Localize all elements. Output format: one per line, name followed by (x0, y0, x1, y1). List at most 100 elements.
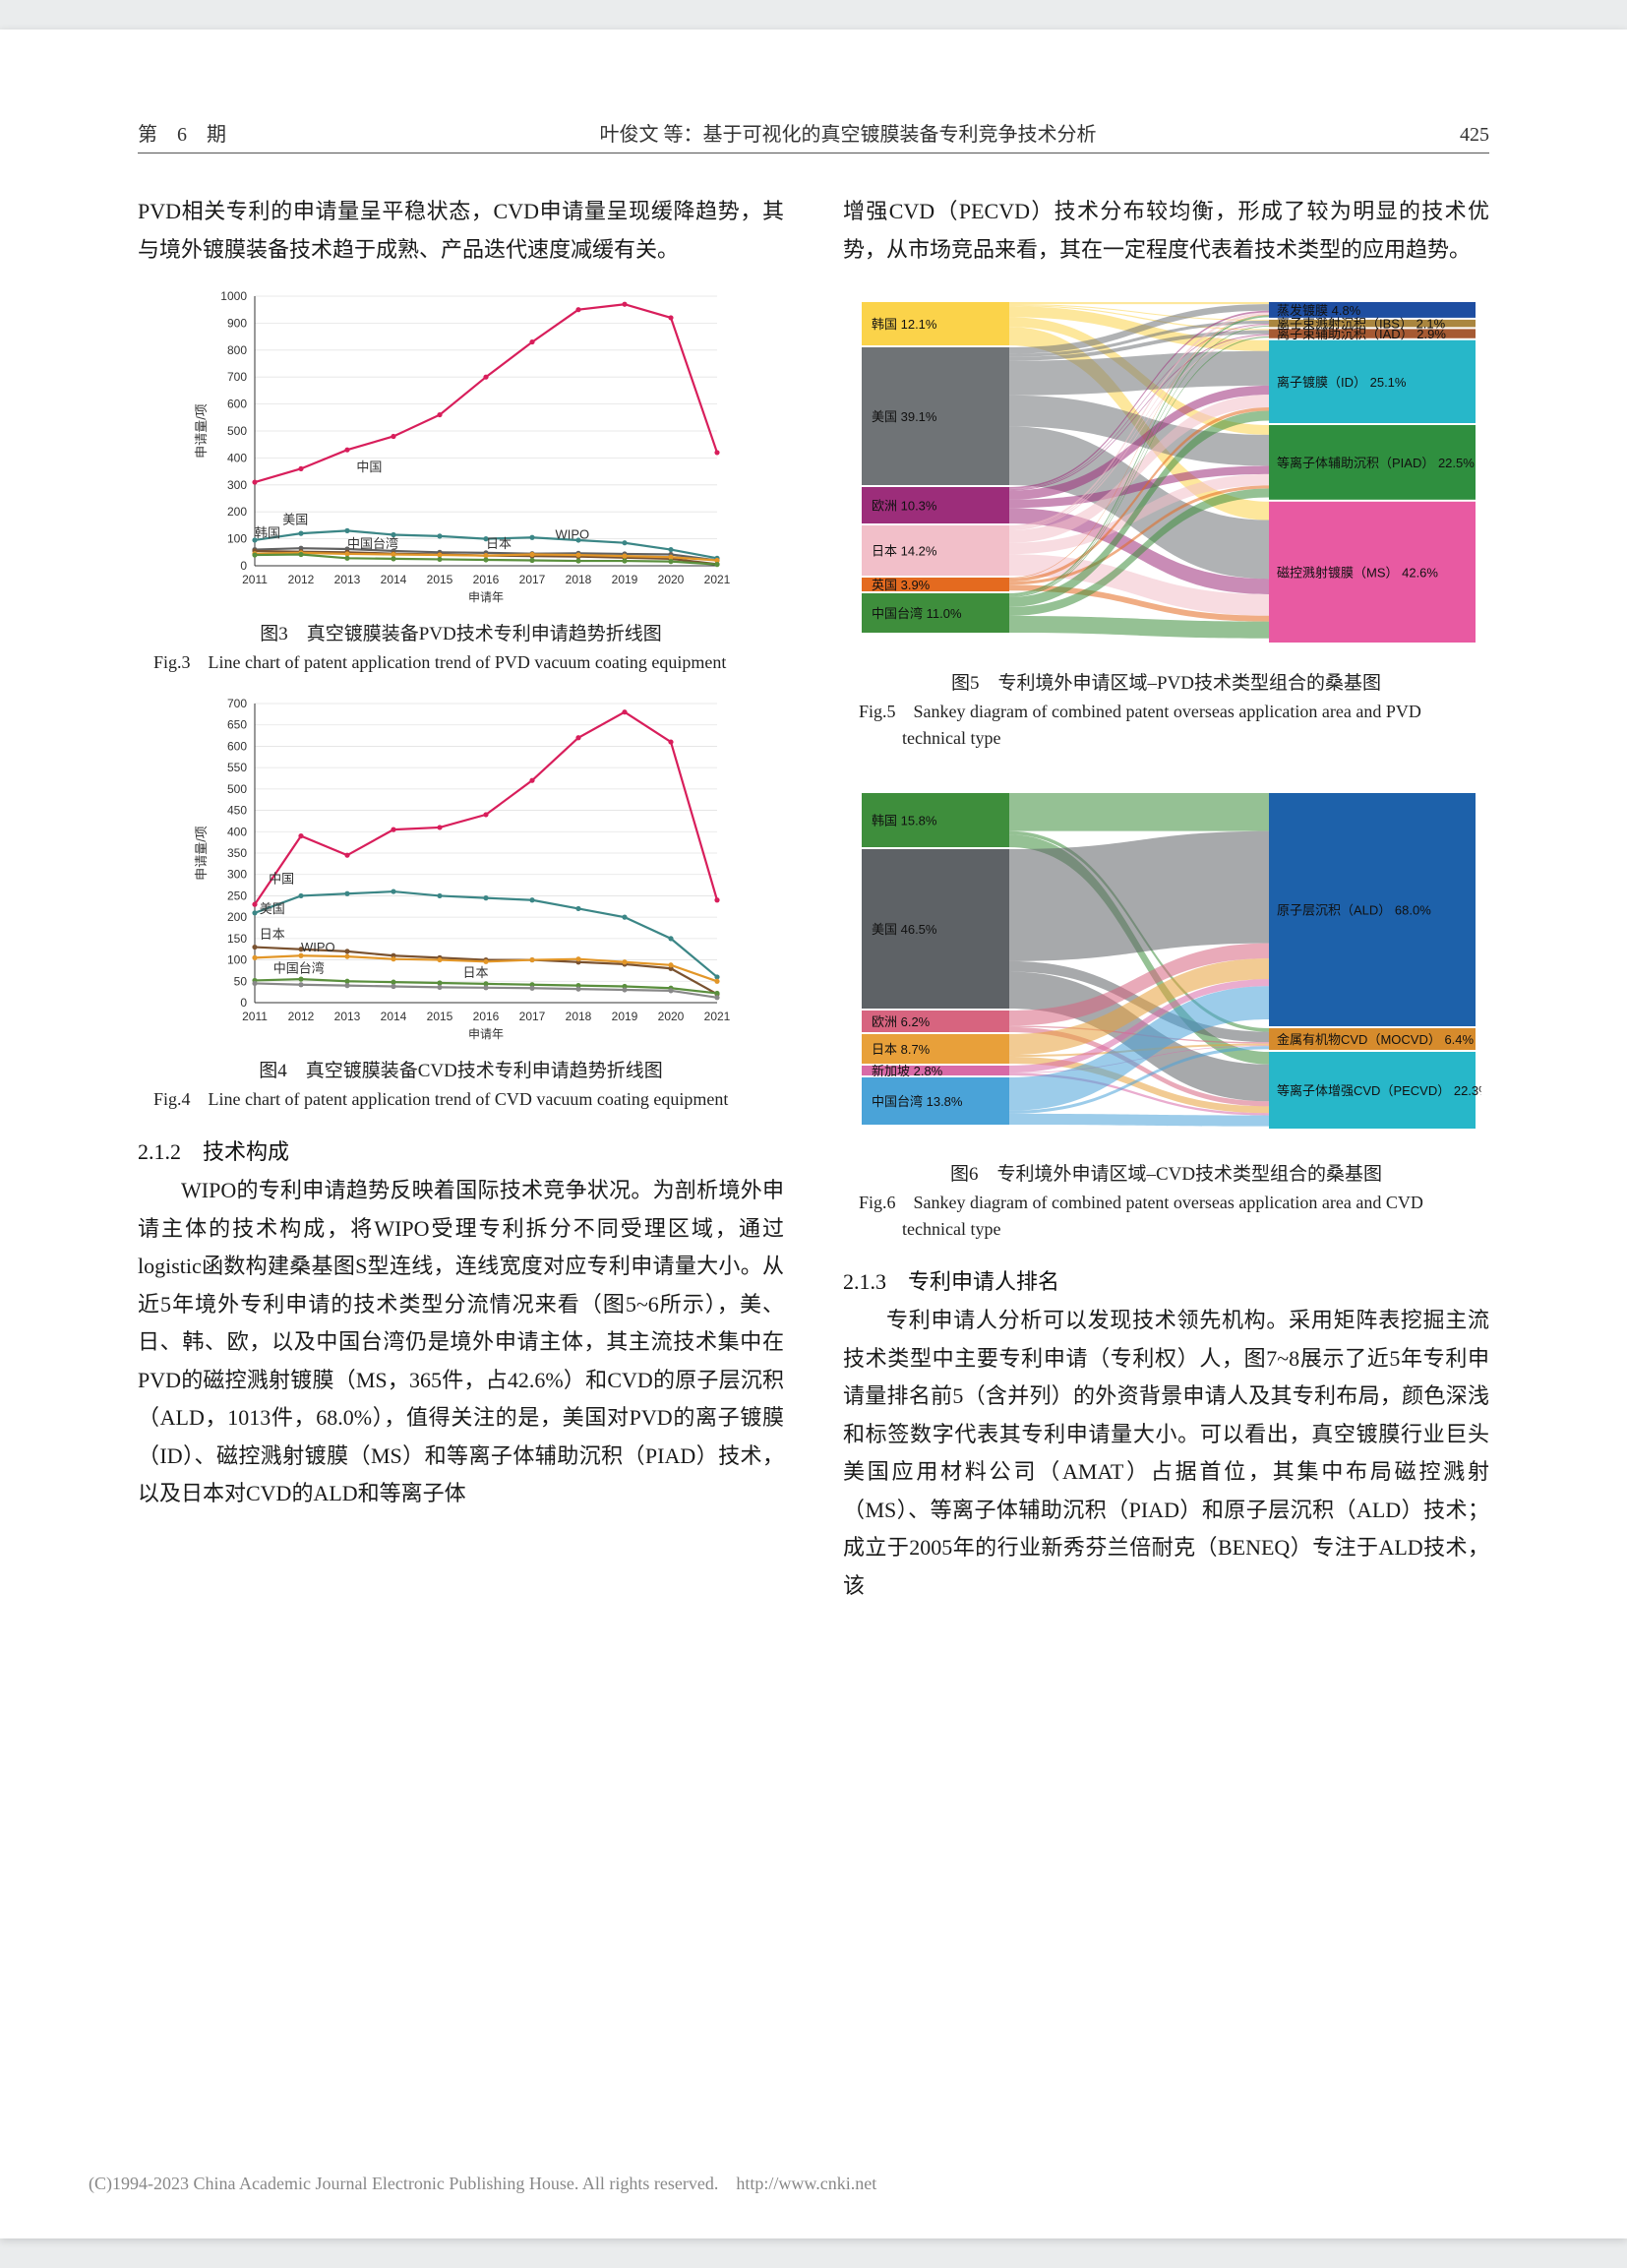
svg-text:申请量/项: 申请量/项 (194, 826, 209, 881)
header-title: 叶俊文 等：基于可视化的真空镀膜装备专利竞争技术分析 (600, 118, 1097, 147)
svg-text:100: 100 (226, 953, 246, 967)
svg-text:离子镀膜（ID） 25.1%: 离子镀膜（ID） 25.1% (1277, 375, 1407, 390)
svg-text:中国台湾: 中国台湾 (347, 536, 398, 551)
svg-text:2011: 2011 (242, 573, 268, 586)
svg-text:500: 500 (226, 424, 246, 438)
section-2-1-3-title: 2.1.3 专利申请人排名 (843, 1264, 1489, 1296)
fig5-caption-en: Fig.5 Sankey diagram of combined patent … (843, 699, 1489, 752)
right-column: 增强CVD（PECVD）技术分布较均衡，形成了较为明显的技术优势，从市场竞品来看… (843, 193, 1489, 1605)
svg-text:日本 8.7%: 日本 8.7% (872, 1042, 931, 1057)
svg-text:离子束辅助沉积（IAD） 2.9%: 离子束辅助沉积（IAD） 2.9% (1277, 327, 1446, 341)
right-para-2: 专利申请人分析可以发现技术领先机构。采用矩阵表挖掘主流技术类型中主要专利申请（专… (843, 1302, 1489, 1605)
svg-text:300: 300 (226, 478, 246, 492)
svg-text:欧洲 6.2%: 欧洲 6.2% (872, 1014, 931, 1029)
svg-text:日本 14.2%: 日本 14.2% (872, 544, 937, 559)
page: 第 6 期 叶俊文 等：基于可视化的真空镀膜装备专利竞争技术分析 425 PVD… (0, 30, 1627, 2238)
svg-text:日本: 日本 (259, 927, 284, 942)
two-column-body: PVD相关专利的申请量呈平稳状态，CVD申请量呈现缓降趋势，其与境外镀膜装备技术… (138, 193, 1489, 1605)
svg-text:韩国 15.8%: 韩国 15.8% (872, 814, 937, 828)
svg-text:350: 350 (226, 846, 246, 860)
svg-text:700: 700 (226, 370, 246, 384)
fig3-caption-en: Fig.3 Line chart of patent application t… (138, 649, 784, 676)
fig6-caption-en: Fig.6 Sankey diagram of combined patent … (843, 1190, 1489, 1243)
fig3-caption-zh: 图3 真空镀膜装备PVD技术专利申请趋势折线图 (138, 619, 784, 645)
svg-text:2014: 2014 (380, 1010, 406, 1023)
svg-text:2011: 2011 (242, 1010, 268, 1023)
svg-text:2013: 2013 (333, 1010, 360, 1023)
svg-text:50: 50 (233, 974, 247, 988)
running-header: 第 6 期 叶俊文 等：基于可视化的真空镀膜装备专利竞争技术分析 425 (138, 118, 1489, 153)
svg-text:900: 900 (226, 316, 246, 330)
svg-text:美国 39.1%: 美国 39.1% (872, 409, 937, 424)
svg-text:美国 46.5%: 美国 46.5% (872, 922, 937, 937)
svg-text:中国台湾 13.8%: 中国台湾 13.8% (872, 1094, 963, 1109)
svg-text:日本: 日本 (486, 536, 512, 551)
svg-text:600: 600 (226, 739, 246, 753)
svg-text:申请年: 申请年 (467, 590, 503, 604)
svg-text:原子层沉积（ALD） 68.0%: 原子层沉积（ALD） 68.0% (1277, 903, 1431, 918)
svg-text:韩国 12.1%: 韩国 12.1% (872, 317, 937, 332)
svg-text:中国: 中国 (269, 871, 294, 886)
svg-text:650: 650 (226, 718, 246, 732)
svg-text:2016: 2016 (472, 1010, 499, 1023)
svg-text:150: 150 (226, 932, 246, 946)
fig5-sankey: 韩国 12.1% 美国 39.1% 欧洲 10.3% 日本 14.2% 英国 3.9% 中… (852, 296, 1481, 660)
svg-text:450: 450 (226, 804, 246, 818)
svg-text:2015: 2015 (426, 573, 452, 586)
svg-text:250: 250 (226, 889, 246, 902)
svg-text:WIPO: WIPO (555, 527, 589, 542)
svg-text:800: 800 (226, 343, 246, 357)
svg-text:日本: 日本 (462, 965, 488, 980)
svg-text:2012: 2012 (287, 573, 314, 586)
svg-text:2018: 2018 (565, 1010, 591, 1023)
svg-text:2019: 2019 (611, 573, 637, 586)
footer-copyright: (C)1994-2023 China Academic Journal Elec… (89, 2170, 876, 2195)
fig6-caption-zh: 图6 专利境外申请区域–CVD技术类型组合的桑基图 (843, 1159, 1489, 1186)
svg-text:磁控溅射镀膜（MS） 42.6%: 磁控溅射镀膜（MS） 42.6% (1277, 565, 1438, 580)
right-para-1: 增强CVD（PECVD）技术分布较均衡，形成了较为明显的技术优势，从市场竞品来看… (843, 193, 1489, 269)
svg-text:美国: 美国 (259, 901, 284, 916)
svg-text:100: 100 (226, 532, 246, 546)
header-issue: 第 6 期 (138, 118, 285, 147)
svg-text:中国台湾 11.0%: 中国台湾 11.0% (872, 606, 962, 621)
fig4-caption-en: Fig.4 Line chart of patent application t… (138, 1086, 784, 1113)
svg-text:申请量/项: 申请量/项 (194, 403, 209, 459)
figure-4: 0501001502002503003504004505005506006507… (138, 694, 784, 1113)
svg-text:400: 400 (226, 451, 246, 464)
svg-text:等离子体辅助沉积（PIAD） 22.5%: 等离子体辅助沉积（PIAD） 22.5% (1277, 456, 1475, 470)
svg-text:美国: 美国 (282, 513, 308, 527)
svg-text:中国: 中国 (356, 460, 382, 474)
figure-6: 韩国 15.8% 美国 46.5% 欧洲 6.2% 日本 8.7% 新加坡 2.8% 中国… (843, 787, 1489, 1243)
svg-text:中国台湾: 中国台湾 (272, 961, 324, 976)
figure-5: 韩国 12.1% 美国 39.1% 欧洲 10.3% 日本 14.2% 英国 3.9% 中… (843, 296, 1489, 752)
svg-text:2014: 2014 (380, 573, 406, 586)
svg-text:550: 550 (226, 761, 246, 774)
fig4-chart: 0501001502002503003504004505005506006507… (186, 694, 737, 1048)
svg-text:英国 3.9%: 英国 3.9% (872, 578, 931, 592)
section-2-1-2-title: 2.1.2 技术构成 (138, 1134, 784, 1166)
svg-text:2012: 2012 (287, 1010, 314, 1023)
svg-text:WIPO: WIPO (301, 940, 335, 954)
svg-text:600: 600 (226, 398, 246, 411)
svg-text:申请年: 申请年 (467, 1027, 503, 1041)
left-column: PVD相关专利的申请量呈平稳状态，CVD申请量呈现缓降趋势，其与境外镀膜装备技术… (138, 193, 784, 1605)
svg-text:等离子体增强CVD（PECVD） 22.3%: 等离子体增强CVD（PECVD） 22.3% (1277, 1083, 1481, 1098)
svg-text:500: 500 (226, 782, 246, 796)
svg-text:1000: 1000 (220, 289, 247, 303)
svg-text:2021: 2021 (703, 573, 730, 586)
svg-text:新加坡 2.8%: 新加坡 2.8% (872, 1064, 943, 1078)
figure-3: 0 100 200 300 400 500 600 700 800 900 1000 2011 2012… (138, 286, 784, 676)
svg-text:欧洲 10.3%: 欧洲 10.3% (872, 499, 937, 514)
svg-text:2017: 2017 (518, 573, 545, 586)
fig6-sankey: 韩国 15.8% 美国 46.5% 欧洲 6.2% 日本 8.7% 新加坡 2.8% 中国… (852, 787, 1481, 1151)
left-para-1: PVD相关专利的申请量呈平稳状态，CVD申请量呈现缓降趋势，其与境外镀膜装备技术… (138, 193, 784, 269)
svg-text:2021: 2021 (703, 1010, 730, 1023)
fig5-caption-zh: 图5 专利境外申请区域–PVD技术类型组合的桑基图 (843, 668, 1489, 695)
svg-text:0: 0 (240, 559, 247, 573)
svg-text:2018: 2018 (565, 573, 591, 586)
svg-text:2019: 2019 (611, 1010, 637, 1023)
svg-text:200: 200 (226, 505, 246, 519)
fig3-chart: 0 100 200 300 400 500 600 700 800 900 1000 2011 2012… (186, 286, 737, 611)
fig4-caption-zh: 图4 真空镀膜装备CVD技术专利申请趋势折线图 (138, 1056, 784, 1082)
svg-text:2016: 2016 (472, 573, 499, 586)
